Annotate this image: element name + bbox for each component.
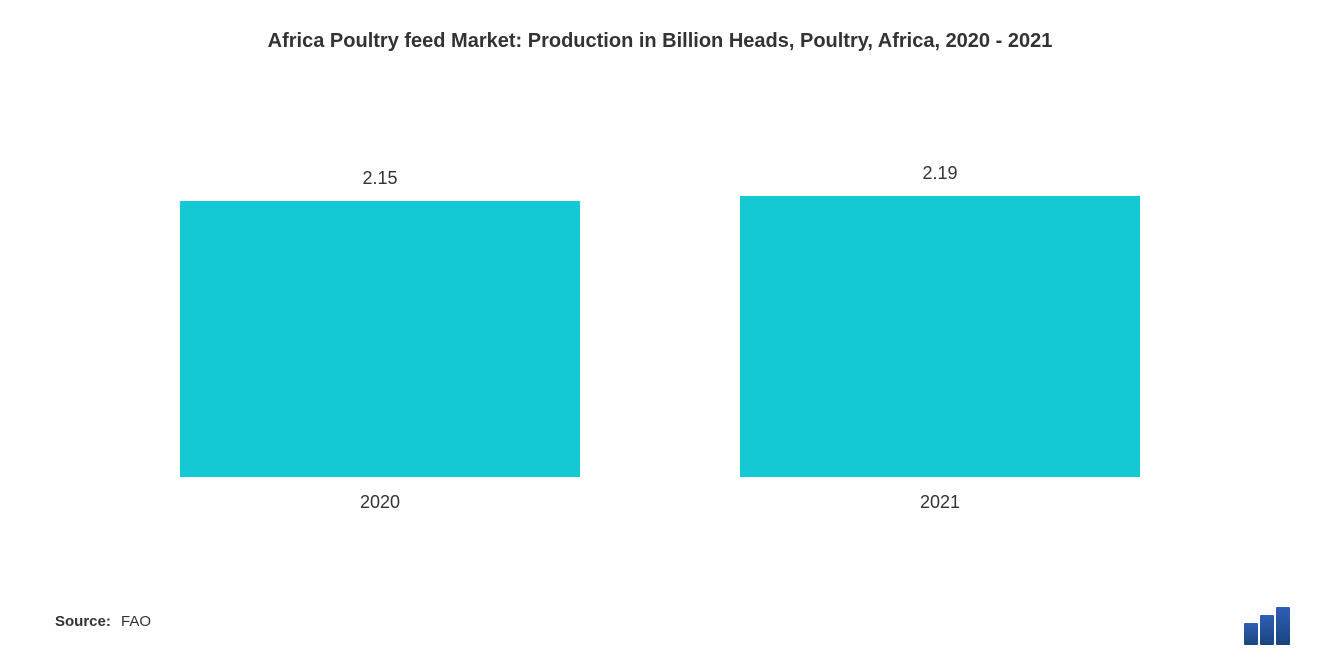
bar-group-0: 2.15 2020: [180, 168, 580, 513]
source-attribution: Source: FAO: [55, 613, 151, 630]
logo-bar: [1276, 607, 1290, 645]
bar-label-0: 2020: [360, 492, 400, 513]
bar-value-1: 2.19: [922, 163, 957, 184]
source-label: Source:: [55, 613, 111, 630]
logo-bar: [1244, 623, 1258, 645]
chart-plot-area: 2.15 2020 2.19 2021: [50, 73, 1270, 513]
bar-1: [740, 196, 1140, 477]
chart-container: Africa Poultry feed Market: Production i…: [0, 0, 1320, 665]
bar-value-0: 2.15: [362, 168, 397, 189]
logo-bar: [1260, 615, 1274, 645]
brand-logo-icon: [1244, 607, 1290, 645]
bar-0: [180, 201, 580, 477]
bar-group-1: 2.19 2021: [740, 163, 1140, 513]
chart-title: Africa Poultry feed Market: Production i…: [50, 30, 1270, 53]
source-value: FAO: [121, 613, 151, 630]
bar-label-1: 2021: [920, 492, 960, 513]
